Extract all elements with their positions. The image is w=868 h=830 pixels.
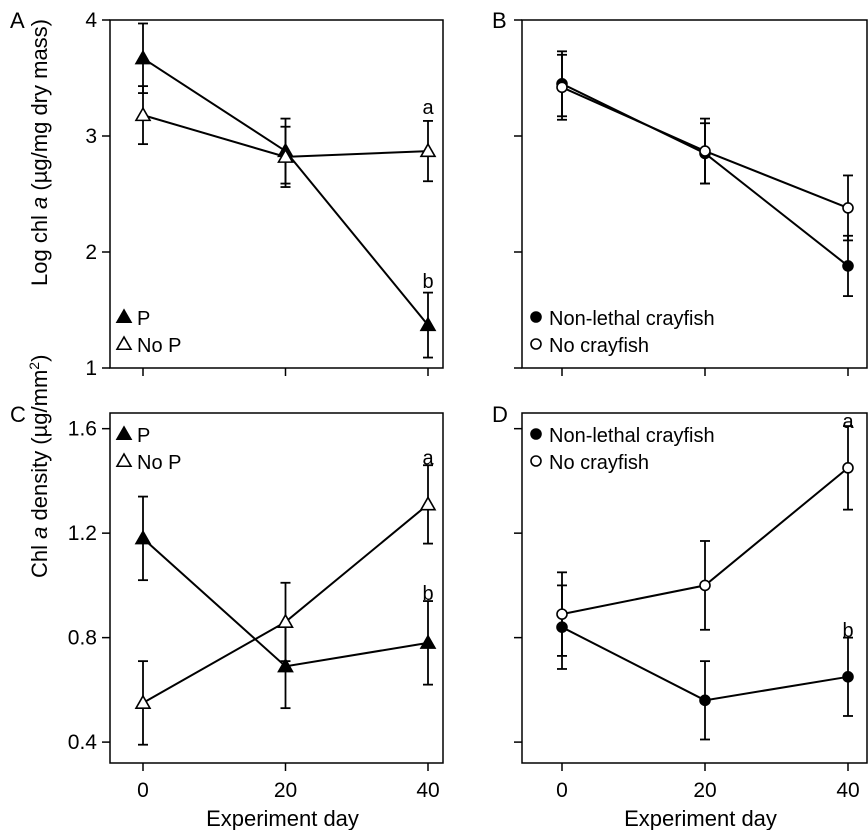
legend-label: No P [137, 452, 181, 474]
y-tick-label: 4 [85, 9, 97, 32]
series-2 [134, 464, 437, 746]
legend-label: Non-lethal crayfish [549, 308, 715, 330]
plot-frame [109, 19, 444, 369]
series-line [142, 57, 429, 326]
legend: Non-lethal crayfish No crayfish [530, 425, 715, 474]
panel-letter: C [10, 402, 26, 427]
legend-marker [115, 452, 133, 468]
series-2 [556, 425, 854, 657]
data-point [842, 260, 854, 272]
data-point [134, 106, 152, 122]
legend-label: No P [137, 335, 181, 357]
data-point [277, 148, 294, 163]
x-tick-label: 40 [416, 779, 439, 802]
data-point [277, 613, 294, 629]
legend-label: P [137, 425, 150, 447]
data-point [134, 529, 152, 545]
y-axis-label-part: (µg/mg dry mass) [27, 19, 52, 197]
y-tick-label: 1.2 [68, 522, 97, 545]
significance-label: a [422, 97, 434, 119]
legend-label: P [137, 308, 150, 330]
panel-c: C 0.4 0.8 1.2 1.6 0 20 40 Experiment day Chl a de… [10, 355, 444, 830]
plot-frame [109, 412, 444, 764]
series-2 [134, 85, 437, 188]
x-axis-label: Experiment day [206, 806, 359, 830]
significance-label: b [422, 583, 433, 605]
series-1 [134, 22, 437, 359]
y-tick-label: 2 [85, 241, 97, 264]
legend-marker [115, 308, 133, 324]
y-axis-label-part: density (µg/mm [27, 370, 52, 527]
data-point [134, 49, 152, 65]
legend-marker [530, 338, 542, 350]
legend-label: Non-lethal crayfish [549, 425, 715, 447]
y-axis-label-part: ) [27, 355, 52, 362]
legend-marker [530, 311, 542, 323]
legend-marker [115, 425, 133, 441]
y-axis-label-part: Chl [27, 539, 52, 578]
data-point [277, 657, 294, 673]
panel-d: D 0 20 40 Experiment day a b Non-lethal crayfis… [492, 402, 868, 830]
y-tick-label: 1 [85, 357, 97, 380]
y-tick-label: 3 [85, 125, 97, 148]
data-point [134, 694, 152, 709]
y-axis-label: Log chl a (µg/mg dry mass) [27, 19, 52, 286]
panel-letter: D [492, 402, 508, 427]
data-point [699, 579, 711, 592]
significance-label: a [422, 447, 434, 469]
data-point [556, 81, 568, 94]
x-tick-label: 40 [836, 779, 859, 802]
legend: P No P [115, 308, 181, 357]
y-axis-label-part: 2 [26, 362, 42, 370]
plot-frame [521, 19, 868, 369]
legend: Non-lethal crayfish No crayfish [530, 308, 715, 357]
data-point [419, 495, 437, 511]
y-tick-label: 0.4 [68, 731, 98, 754]
y-tick-label: 1.6 [68, 418, 97, 441]
significance-label: b [842, 620, 853, 642]
x-tick-label: 20 [274, 779, 297, 802]
x-tick-label: 0 [137, 779, 149, 802]
x-axis-label: Experiment day [624, 806, 777, 830]
legend-marker [115, 335, 133, 351]
data-point [419, 634, 437, 649]
legend-label: No crayfish [549, 452, 649, 474]
legend: P No P [115, 425, 181, 474]
data-point [699, 694, 711, 707]
panel-b: B Non-lethal crayfish No crayfish [492, 8, 868, 376]
data-point [842, 462, 854, 474]
data-point [419, 142, 437, 158]
y-axis-label-part: a [27, 197, 52, 209]
series-2 [556, 53, 854, 242]
x-tick-label: 0 [556, 779, 568, 802]
y-axis-label-part: a [27, 527, 52, 539]
significance-label: a [842, 411, 854, 433]
data-point [699, 145, 711, 157]
data-point [556, 608, 568, 620]
panel-letter: A [10, 8, 25, 33]
y-axis-label-part: Log chl [27, 209, 52, 286]
y-axis-label: Chl a density (µg/mm2) [26, 355, 52, 578]
plot-frame [521, 412, 868, 764]
data-point [419, 316, 437, 332]
panel-letter: B [492, 8, 507, 33]
x-tick-label: 20 [693, 779, 716, 802]
significance-label: b [422, 271, 433, 293]
data-point [842, 671, 854, 683]
legend-marker [530, 455, 542, 467]
y-tick-label: 0.8 [68, 627, 97, 650]
data-point [842, 202, 854, 214]
legend-marker [530, 428, 542, 440]
legend-label: No crayfish [549, 335, 649, 357]
